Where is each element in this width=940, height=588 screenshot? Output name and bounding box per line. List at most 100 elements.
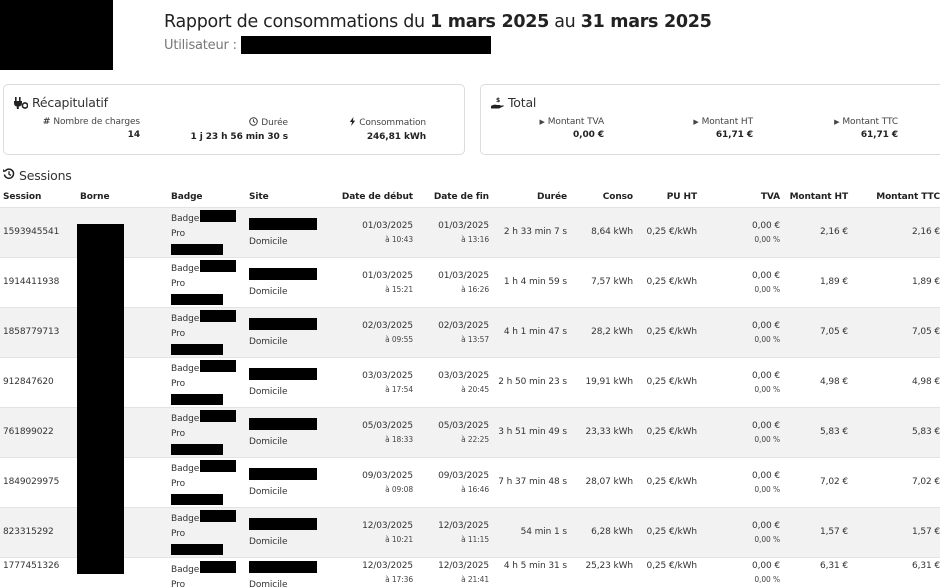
tva-amount: 0,00 € (751, 520, 780, 531)
end-date: 01/03/2025 (438, 270, 489, 281)
start-date: 02/03/2025 (362, 320, 413, 331)
company-logo-redacted (0, 0, 113, 70)
stat-label: Montant TVA (547, 117, 604, 127)
tva-percent: 0,00 % (754, 574, 780, 584)
cell-tva: 0,00 € 0,00 % (713, 557, 783, 588)
start-time: à 15:21 (385, 284, 413, 294)
cell-conso: 19,91 kWh (570, 357, 636, 408)
badge-type: Pro (171, 228, 185, 239)
cell-start: 12/03/2025 à 10:21 (330, 507, 416, 558)
cell-badge: Badge Pro (168, 557, 246, 588)
cell-end: 09/03/2025 à 16:46 (416, 457, 492, 508)
cell-conso: 28,2 kWh (570, 307, 636, 358)
badge-id-redacted (171, 493, 223, 505)
site-name-redacted (249, 517, 317, 530)
cell-pu-ht: 0,25 €/kWh (636, 457, 713, 508)
hand-money-icon: $ (491, 97, 504, 109)
caret-right-icon: ▶ (834, 118, 840, 126)
cell-montant-ht: 5,83 € (783, 407, 851, 458)
tva-amount: 0,00 € (751, 420, 780, 431)
user-line: Utilisateur : (164, 36, 711, 54)
badge-type: Pro (171, 528, 185, 539)
stat-montant-ttc: ▶ Montant TTC 61,71 € (834, 117, 898, 140)
cell-session: 1858779713 (0, 307, 77, 358)
recap-heading: Récapitulatif (14, 95, 108, 110)
site-name-redacted (249, 267, 317, 280)
stat-value: 246,81 kWh (366, 132, 426, 142)
start-date: 09/03/2025 (362, 470, 413, 481)
start-time: à 09:08 (385, 484, 413, 494)
cell-montant-ht: 7,05 € (783, 307, 851, 358)
cell-end: 01/03/2025 à 16:26 (416, 257, 492, 308)
badge-id-redacted (171, 443, 223, 455)
cell-end: 12/03/2025 à 21:41 (416, 557, 492, 588)
badge-name-redacted (200, 560, 237, 573)
stat-label: Montant HT (701, 117, 753, 127)
user-name-redacted (240, 36, 491, 54)
col-session: Session (0, 188, 77, 208)
site-name-redacted (249, 217, 317, 230)
cell-badge: Badge Pro (168, 307, 246, 358)
site-name-redacted (249, 317, 317, 330)
recap-title: Récapitulatif (32, 95, 108, 110)
cell-tva: 0,00 € 0,00 % (713, 207, 783, 258)
site-type: Domicile (249, 536, 288, 547)
sessions-table: Session Borne Badge Site Date de début D… (0, 188, 940, 588)
end-date: 09/03/2025 (438, 470, 489, 481)
cell-conso: 7,57 kWh (570, 257, 636, 308)
end-time: à 11:15 (461, 534, 489, 544)
start-time: à 10:21 (385, 534, 413, 544)
site-name-redacted (249, 367, 317, 380)
cell-badge: Badge Pro (168, 407, 246, 458)
badge-type: Pro (171, 428, 185, 439)
end-time: à 21:41 (461, 574, 489, 584)
badge-type: Pro (171, 478, 185, 489)
cell-pu-ht: 0,25 €/kWh (636, 357, 713, 408)
cell-pu-ht: 0,25 €/kWh (636, 307, 713, 358)
cell-duration: 1 h 4 min 59 s (492, 257, 570, 308)
page-title: Rapport de consommations du 1 mars 2025 … (164, 12, 712, 32)
table-row: 1777451326 Badge Pro Domicile 12/03/2025 à… (0, 557, 940, 588)
cell-montant-ttc: 7,02 € (851, 457, 940, 508)
cell-start: 01/03/2025 à 15:21 (330, 257, 416, 308)
table-row: 1593945541 Badge Pro Domicile 01/03/2025 à… (0, 207, 940, 258)
cell-session: 761899022 (0, 407, 77, 458)
col-montant-ht: Montant HT (783, 188, 851, 208)
cell-conso: 23,33 kWh (570, 407, 636, 458)
stat-value: 1 j 23 h 56 min 30 s (190, 132, 289, 142)
end-time: à 16:26 (461, 284, 489, 294)
cell-conso: 25,23 kWh (585, 560, 633, 571)
start-date: 12/03/2025 (362, 560, 413, 571)
cell-badge: Badge Pro (168, 357, 246, 408)
total-title: Total (508, 95, 537, 110)
svg-text:$: $ (496, 97, 500, 104)
end-date: 05/03/2025 (438, 420, 489, 431)
tva-amount: 0,00 € (751, 220, 780, 231)
cell-tva: 0,00 € 0,00 % (713, 357, 783, 408)
tva-percent: 0,00 % (754, 234, 780, 244)
total-card: $ Total ▶ Montant TVA 0,00 € ▶ Montant HT … (480, 84, 940, 155)
tva-percent: 0,00 % (754, 334, 780, 344)
badge-type: Pro (171, 328, 185, 339)
badge-name-redacted (200, 409, 237, 422)
cell-pu-ht: 0,25 €/kWh (636, 257, 713, 308)
cell-duration: 2 h 50 min 23 s (492, 357, 570, 408)
cell-start: 05/03/2025 à 18:33 (330, 407, 416, 458)
end-date: 01/03/2025 (438, 220, 489, 231)
cell-site: Domicile (246, 407, 330, 458)
cell-site: Domicile (246, 457, 330, 508)
cell-end: 12/03/2025 à 11:15 (416, 507, 492, 558)
cell-start: 12/03/2025 à 17:36 (330, 557, 416, 588)
start-date: 01/03/2025 (362, 270, 413, 281)
caret-right-icon: ▶ (539, 118, 545, 126)
badge-id-redacted (171, 543, 223, 555)
caret-right-icon: ▶ (693, 118, 699, 126)
cell-end: 02/03/2025 à 13:57 (416, 307, 492, 358)
start-date: 01/03/2025 (362, 220, 413, 231)
table-row: 1849029975 Badge Pro Domicile 09/03/2025 à… (0, 457, 940, 508)
clock-icon (249, 117, 259, 129)
cell-duration: 7 h 37 min 48 s (492, 457, 570, 508)
cell-site: Domicile (246, 307, 330, 358)
cell-badge: Badge Pro (168, 507, 246, 558)
cell-tva: 0,00 € 0,00 % (713, 307, 783, 358)
